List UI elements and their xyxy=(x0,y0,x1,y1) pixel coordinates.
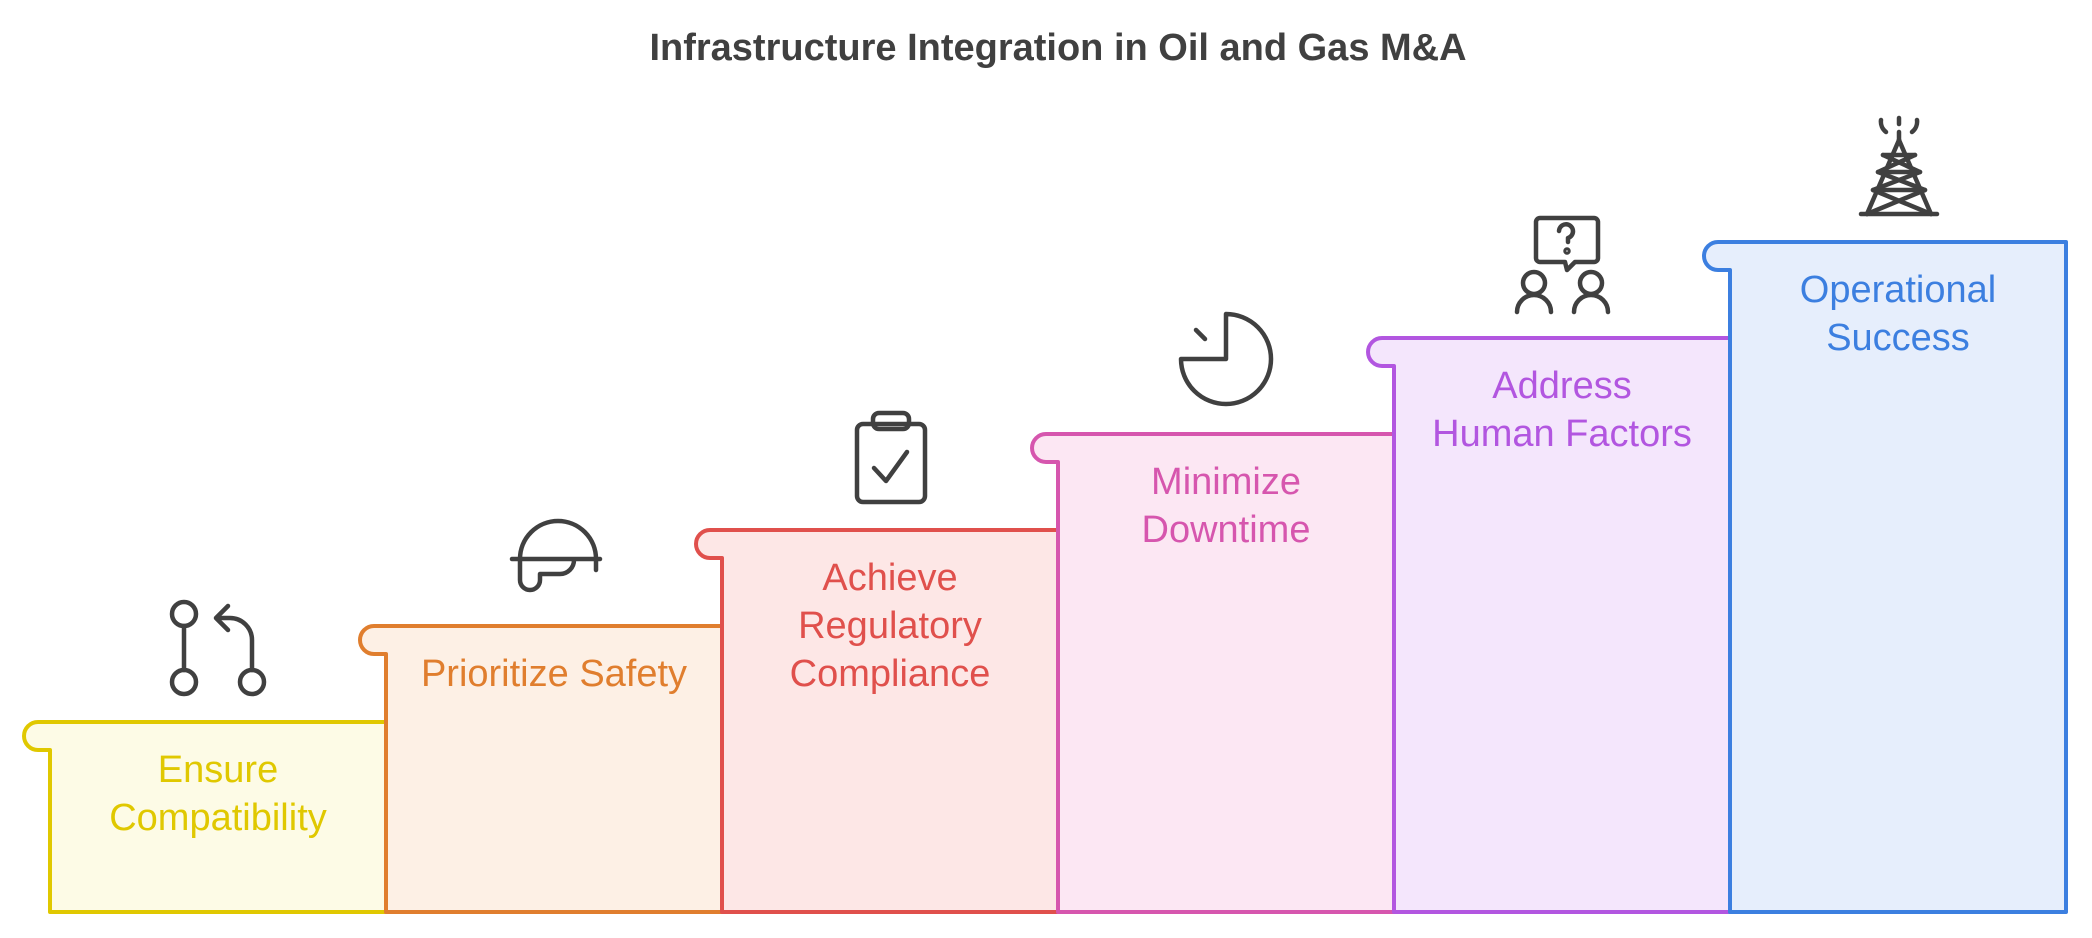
step-label: Ensure xyxy=(158,749,278,791)
step-label: Prioritize Safety xyxy=(421,653,687,695)
step-1: Ensure Compatibility xyxy=(22,720,388,914)
git-merge-icon xyxy=(169,599,267,697)
step-label: Downtime xyxy=(1142,509,1311,551)
step-label: Compatibility xyxy=(109,797,327,839)
clipboard-check-icon xyxy=(854,410,928,505)
people-question-icon xyxy=(1514,215,1611,315)
step-label: Success xyxy=(1826,317,1970,359)
step-box xyxy=(694,528,1060,914)
step-label: Achieve xyxy=(822,557,957,599)
step-label: Minimize xyxy=(1151,461,1301,503)
step-box xyxy=(358,624,724,914)
step-box xyxy=(22,720,388,914)
step-4: Minimize Downtime xyxy=(1030,432,1396,914)
step-2: Prioritize Safety xyxy=(358,624,724,914)
step-label: Human Factors xyxy=(1432,413,1692,455)
hard-hat-icon xyxy=(509,518,603,593)
timer-icon xyxy=(1178,311,1274,407)
step-6: Operational Success xyxy=(1702,240,2068,914)
step-label: Operational xyxy=(1800,269,1996,311)
oil-derrick-icon xyxy=(1858,115,1940,217)
step-3: Achieve Regulatory Compliance xyxy=(694,528,1060,914)
step-5: Address Human Factors xyxy=(1366,336,1732,914)
step-label: Compliance xyxy=(790,653,991,695)
step-label: Address xyxy=(1492,365,1631,407)
step-label: Regulatory xyxy=(798,605,982,647)
step-box xyxy=(1702,240,2068,914)
diagram-title: Infrastructure Integration in Oil and Ga… xyxy=(649,27,1466,69)
step-box xyxy=(1366,336,1732,914)
step-box xyxy=(1030,432,1396,914)
